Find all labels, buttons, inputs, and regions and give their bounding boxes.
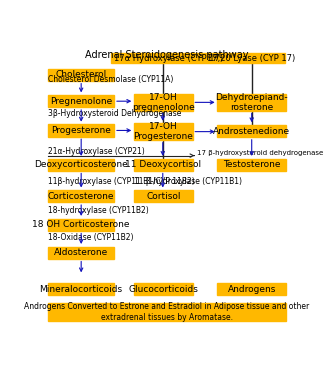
Text: 11β-hydroxylase (CYP11 B1/CYP 11B2): 11β-hydroxylase (CYP11 B1/CYP 11B2) (48, 177, 195, 186)
Text: Progesterone: Progesterone (51, 126, 111, 135)
Text: Aldosterone: Aldosterone (54, 248, 108, 257)
FancyBboxPatch shape (217, 283, 286, 295)
Text: 11 β-hydroxylase (CYP11B1): 11 β-hydroxylase (CYP11B1) (134, 177, 242, 186)
FancyBboxPatch shape (134, 190, 193, 203)
Text: Pregnenolone: Pregnenolone (50, 97, 112, 106)
FancyBboxPatch shape (111, 53, 285, 63)
Text: Deoxycorticosterone: Deoxycorticosterone (34, 160, 128, 169)
Text: 17,20 Lyase (CYP 17): 17,20 Lyase (CYP 17) (207, 54, 295, 63)
Text: Dehydroepiand-
rosterone: Dehydroepiand- rosterone (215, 93, 288, 112)
FancyBboxPatch shape (48, 247, 114, 259)
FancyBboxPatch shape (134, 94, 193, 111)
FancyBboxPatch shape (217, 158, 286, 171)
Text: 11 Deoxycortisol: 11 Deoxycortisol (125, 160, 201, 169)
Text: 18-Oxidase (CYP11B2): 18-Oxidase (CYP11B2) (48, 233, 134, 242)
Text: Testosterone: Testosterone (223, 160, 280, 169)
FancyBboxPatch shape (48, 95, 114, 107)
Text: 18-hydroxylase (CYP11B2): 18-hydroxylase (CYP11B2) (48, 206, 149, 215)
Text: Mineralocorticoids: Mineralocorticoids (40, 285, 123, 293)
Text: 18 OH Corticosterone: 18 OH Corticosterone (32, 220, 130, 229)
FancyBboxPatch shape (48, 218, 114, 231)
Text: Adrenal Steroidogenesis pathway: Adrenal Steroidogenesis pathway (85, 50, 249, 60)
Text: Androstenedione: Androstenedione (213, 127, 290, 136)
Text: 17-OH
Progesterone: 17-OH Progesterone (133, 122, 193, 141)
FancyBboxPatch shape (48, 283, 114, 295)
FancyBboxPatch shape (48, 303, 286, 321)
Text: 21α-Hydroxylase (CYP21): 21α-Hydroxylase (CYP21) (48, 147, 145, 156)
FancyBboxPatch shape (134, 283, 193, 295)
Text: 3β-Hydroxysteroid Dehydrogenase: 3β-Hydroxysteroid Dehydrogenase (48, 109, 182, 118)
Text: 17-OH
pregnenolone: 17-OH pregnenolone (132, 93, 195, 112)
Text: Glucocorticoids: Glucocorticoids (128, 285, 198, 293)
Text: Androgens Converted to Estrone and Estradiol in Adipose tissue and other
extradr: Androgens Converted to Estrone and Estra… (24, 302, 310, 321)
FancyBboxPatch shape (134, 158, 193, 171)
Text: Androgens: Androgens (228, 285, 276, 293)
Text: Cortisol: Cortisol (146, 192, 181, 201)
FancyBboxPatch shape (48, 124, 114, 136)
FancyBboxPatch shape (217, 125, 286, 137)
Text: Cholesterol: Cholesterol (55, 70, 107, 79)
Text: Corticosterone: Corticosterone (48, 192, 114, 201)
Text: Cholesterol Desmolase (CYP11A): Cholesterol Desmolase (CYP11A) (48, 75, 174, 84)
FancyBboxPatch shape (134, 124, 193, 140)
Text: 17 β-hydroxysteroid dehydrogenase: 17 β-hydroxysteroid dehydrogenase (198, 150, 324, 156)
FancyBboxPatch shape (48, 190, 114, 203)
FancyBboxPatch shape (217, 94, 286, 111)
FancyBboxPatch shape (48, 69, 114, 81)
Text: 17α Hydroxylase (CYP 17): 17α Hydroxylase (CYP 17) (114, 54, 223, 63)
FancyBboxPatch shape (48, 158, 114, 171)
